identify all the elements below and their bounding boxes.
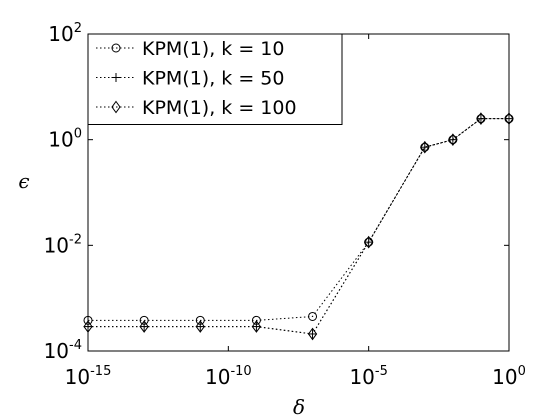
x-tick-label: 10-15: [65, 364, 112, 389]
legend-entry: KPM(1), k = 100: [96, 97, 297, 119]
y-tick-label: 10-4: [44, 338, 82, 363]
data-point-diamond: [420, 140, 430, 154]
data-point-diamond: [83, 320, 93, 333]
series-1: [83, 114, 514, 325]
data-point-diamond: [139, 320, 149, 333]
legend-entry: KPM(1), k = 10: [96, 38, 284, 60]
data-point-diamond: [111, 100, 121, 114]
series-3: [83, 112, 514, 341]
series-2: [83, 114, 514, 339]
x-axis-label: δ: [293, 395, 305, 419]
data-point-diamond: [504, 112, 514, 125]
legend: KPM(1), k = 10 KPM(1), k = 50 KPM(1), k = …: [87, 33, 343, 125]
x-tick-label: 10-10: [205, 364, 252, 389]
y-tick-label: 10-2: [44, 232, 82, 257]
data-point-plus: [111, 73, 121, 82]
legend-label: KPM(1), k = 50: [142, 68, 284, 90]
data-point-circle: [111, 43, 121, 53]
data-point-diamond: [195, 320, 205, 333]
series-line: [88, 118, 509, 335]
y-tick-label: 100: [48, 127, 82, 152]
data-point-diamond: [251, 320, 262, 333]
series-layer: [83, 112, 514, 341]
y-axis-label: ϵ: [18, 169, 29, 193]
x-tick-label: 10-5: [349, 364, 387, 389]
data-point-diamond: [307, 327, 318, 341]
legend-label: KPM(1), k = 10: [142, 38, 284, 60]
data-point-circle: [308, 311, 318, 321]
y-tick-label: 102: [48, 21, 82, 46]
data-point-diamond: [476, 112, 486, 125]
legend-label: KPM(1), k = 100: [142, 97, 297, 119]
x-tick-label: 100: [492, 364, 526, 389]
legend-entry: KPM(1), k = 50: [96, 68, 284, 90]
data-point-plus: [420, 142, 430, 152]
ticks-layer: 10-15 10-10 10-5 100 10-4 10-2 100 102: [44, 21, 526, 389]
data-point-plus: [476, 114, 486, 124]
data-point-diamond: [448, 133, 458, 147]
data-point-diamond: [364, 235, 374, 249]
series-line: [88, 118, 509, 321]
legend-box: [87, 33, 343, 125]
series-line: [88, 118, 509, 335]
